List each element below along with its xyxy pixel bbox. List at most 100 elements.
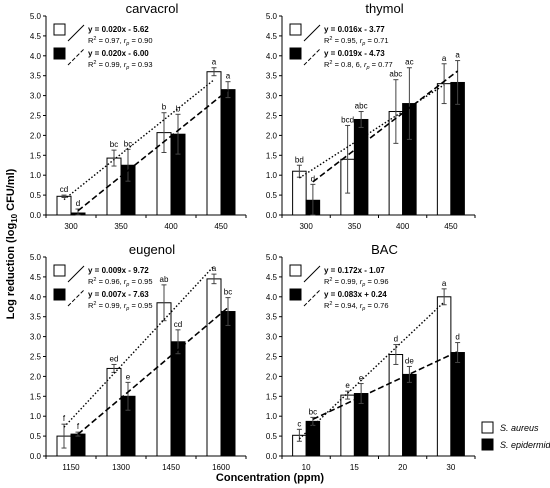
legend-label-s-aureus: S. aureus: [500, 423, 539, 433]
trend-line: [63, 265, 215, 428]
bar: [220, 89, 236, 216]
y-tick-label: 3.0: [266, 92, 278, 101]
x-tick-label: 15: [350, 463, 359, 472]
equation-line-sample: [67, 24, 85, 42]
y-tick-label: 0.5: [266, 191, 278, 200]
y-tick-label: 4.5: [266, 32, 278, 41]
x-tick-label: 1600: [212, 463, 230, 472]
y-tick-label: 2.5: [30, 353, 42, 362]
significance-letter: cd: [174, 320, 182, 329]
y-tick-label: 0.5: [30, 432, 42, 441]
bar: [106, 367, 122, 457]
equation-swatch: [53, 47, 66, 60]
equation-line-sample: [303, 24, 321, 42]
equation-line-sample: [303, 265, 321, 283]
y-tick-label: 4.0: [30, 52, 42, 61]
y-tick-label: 2.5: [30, 112, 42, 121]
trend-line: [77, 306, 229, 435]
y-axis-label: Log reduction (log10 CFU/ml): [5, 168, 19, 319]
significance-letter: a: [212, 264, 217, 273]
x-axis-label: Concentration (ppm): [216, 472, 324, 484]
significance-letter: b: [162, 103, 167, 112]
significance-letter: e: [345, 381, 350, 390]
y-tick-label: 0.0: [30, 211, 42, 220]
x-tick-label: 1450: [162, 463, 180, 472]
equation-swatch: [289, 47, 302, 60]
bar: [353, 118, 369, 216]
regression-equation: y = 0.009x - 9.72: [88, 266, 149, 275]
y-tick-label: 5.0: [30, 12, 42, 21]
panel-title: thymol: [365, 1, 403, 16]
y-tick-label: 0.5: [266, 432, 278, 441]
equation-swatch: [53, 264, 66, 277]
significance-letter: abc: [355, 102, 368, 111]
y-tick-label: 1.5: [30, 151, 42, 160]
x-tick-label: 350: [114, 222, 128, 231]
significance-letter: e: [359, 374, 364, 383]
equation-line-sample: [67, 265, 85, 283]
significance-letter: a: [442, 279, 447, 288]
panel-title: carvacrol: [126, 1, 179, 16]
x-tick-label: 30: [446, 463, 455, 472]
y-tick-label: 1.0: [266, 412, 278, 421]
regression-equation: y = 0.083x + 0.24: [324, 290, 387, 299]
y-tick-label: 1.5: [266, 151, 278, 160]
x-tick-label: 1150: [62, 463, 80, 472]
y-tick-label: 3.0: [30, 333, 42, 342]
y-tick-label: 0.0: [266, 452, 278, 461]
y-tick-label: 2.0: [30, 372, 42, 381]
trend-line: [298, 301, 445, 440]
significance-letter: bc: [124, 139, 132, 148]
bar: [206, 71, 222, 216]
significance-letter: f: [77, 422, 80, 431]
x-tick-label: 450: [444, 222, 458, 231]
equation-line-sample: [67, 289, 85, 307]
y-tick-label: 1.0: [30, 412, 42, 421]
x-tick-label: 400: [164, 222, 178, 231]
y-tick-label: 4.0: [266, 293, 278, 302]
equation-swatch: [289, 288, 302, 301]
bar: [70, 433, 86, 457]
regression-stats: R2 = 0.99, rp = 0.95: [88, 301, 153, 312]
y-tick-label: 1.0: [266, 171, 278, 180]
bar: [156, 302, 172, 457]
y-tick-label: 2.0: [30, 131, 42, 140]
panel-bac: BAC 0.0 0.5 1.0 1.5 2.0 2.5 3.0 3.5 4.0 4.5 5.0 10 15…: [266, 242, 476, 472]
equation-swatch: [53, 23, 66, 36]
y-tick-label: 0.5: [30, 191, 42, 200]
y-tick-label: 0.0: [30, 452, 42, 461]
significance-letter: bd: [295, 155, 304, 164]
y-tick-label: 3.5: [30, 72, 42, 81]
regression-stats: R2 = 0.99, rp = 0.96: [324, 277, 389, 288]
significance-letter: b: [176, 104, 181, 113]
legend-label-s-epidermidis: S. epidermidis: [500, 440, 550, 450]
panel-title: BAC: [371, 242, 398, 257]
significance-letter: ac: [405, 58, 413, 67]
trend-line: [312, 70, 459, 183]
equation-swatch: [53, 288, 66, 301]
y-tick-label: 0.0: [266, 211, 278, 220]
y-tick-label: 5.0: [266, 253, 278, 262]
bar: [170, 341, 186, 457]
x-tick-label: 10: [302, 463, 311, 472]
regression-stats: R2 = 0.94, rp = 0.76: [324, 301, 389, 312]
regression-equation: y = 0.020x - 5.62: [88, 25, 149, 34]
y-tick-label: 3.5: [266, 72, 278, 81]
regression-stats: R2 = 0.95, rp = 0.71: [324, 36, 389, 47]
x-tick-label: 300: [64, 222, 78, 231]
trend-line: [63, 79, 215, 201]
significance-letter: a: [455, 51, 460, 60]
regression-equation: y = 0.007x - 7.63: [88, 290, 149, 299]
panel-thymol: thymol 0.0 0.5 1.0 1.5 2.0 2.5 3.0 3.5 4.0 4.5 5.0 3…: [266, 1, 476, 231]
significance-letter: d: [455, 333, 459, 342]
y-tick-label: 4.0: [30, 293, 42, 302]
y-tick-label: 5.0: [266, 12, 278, 21]
bar: [388, 354, 404, 457]
bar: [450, 352, 465, 457]
y-tick-label: 1.5: [30, 392, 42, 401]
significance-letter: c: [297, 419, 301, 428]
significance-letter: a: [212, 58, 217, 67]
regression-stats: R2 = 0.99, rp = 0.93: [88, 60, 153, 71]
trend-line: [77, 89, 229, 212]
x-tick-label: 20: [398, 463, 407, 472]
